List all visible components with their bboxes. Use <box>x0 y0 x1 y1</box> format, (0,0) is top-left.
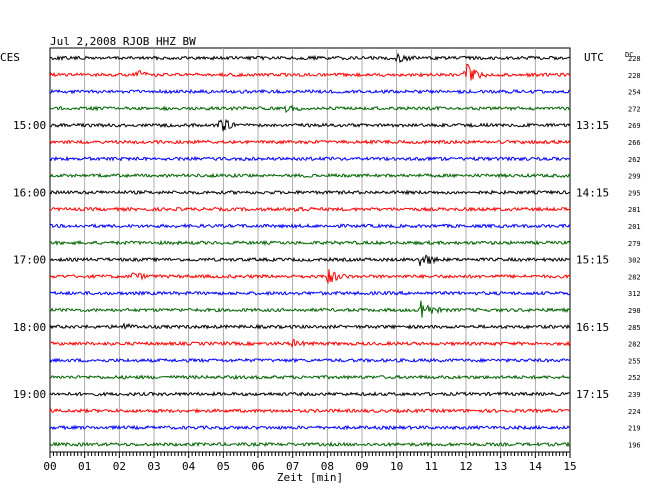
trace-line <box>49 407 571 414</box>
trace-line <box>49 424 571 431</box>
dc-value: 282 <box>628 273 641 281</box>
minute-gridlines <box>84 48 536 452</box>
trace-line <box>49 52 571 64</box>
x-tick-label: 03 <box>147 460 160 473</box>
cet-time-label: 15:00 <box>13 119 46 132</box>
x-tick-label: 05 <box>217 460 230 473</box>
trace-line <box>49 206 571 213</box>
trace-line <box>49 322 571 330</box>
chart-title: Jul 2,2008 RJOB HHZ BW <box>50 35 196 48</box>
trace-line <box>49 300 571 318</box>
cet-time-label: 17:00 <box>13 254 46 267</box>
dc-value: 279 <box>628 240 641 248</box>
trace-line <box>49 254 571 266</box>
dc-value: 239 <box>628 391 641 399</box>
x-tick-label: 11 <box>425 460 438 473</box>
dc-value: 255 <box>628 357 641 365</box>
cet-time-label: 18:00 <box>13 321 46 334</box>
dc-value: 299 <box>628 173 641 181</box>
dc-value: 312 <box>628 290 641 298</box>
trace-line <box>49 374 571 381</box>
x-axis: 00 01 02 03 04 05 06 07 08 09 10 11 12 13 14 15 <box>43 451 577 473</box>
x-tick-label: 10 <box>390 460 403 473</box>
dc-value: 269 <box>628 122 641 130</box>
trace-line <box>49 64 571 81</box>
right-axis-label: UTC <box>584 51 604 64</box>
dc-value: 282 <box>628 341 641 349</box>
dc-value: 196 <box>628 441 641 449</box>
x-tick-label: 06 <box>251 460 264 473</box>
trace-line <box>49 118 571 132</box>
cet-time-label: 19:00 <box>13 388 46 401</box>
trace-line <box>49 104 571 114</box>
cet-time-label: 16:00 <box>13 186 46 199</box>
trace-line <box>49 88 571 95</box>
dc-value: 281 <box>628 206 641 214</box>
dc-value: 272 <box>628 105 641 113</box>
dc-value: 285 <box>628 324 641 332</box>
dc-value: 266 <box>628 139 641 147</box>
dc-value: 201 <box>628 223 641 231</box>
x-tick-label: 15 <box>563 460 576 473</box>
x-tick-label: 02 <box>113 460 126 473</box>
dc-value: 302 <box>628 257 641 265</box>
trace-line <box>49 155 571 162</box>
left-axis-label: CES <box>0 51 20 64</box>
utc-time-label: 14:15 <box>576 186 609 199</box>
trace-line <box>49 239 571 247</box>
trace-line <box>49 172 571 179</box>
dc-value: 295 <box>628 189 641 197</box>
x-axis-label: Zeit [min] <box>277 471 343 484</box>
dc-value: 228 <box>628 55 641 63</box>
utc-time-label: 16:15 <box>576 321 609 334</box>
trace-line <box>49 223 571 230</box>
trace-line <box>49 338 571 349</box>
x-tick-label: 14 <box>529 460 543 473</box>
dc-value: 298 <box>628 307 641 315</box>
x-tick-label: 13 <box>494 460 507 473</box>
dc-value: 262 <box>628 156 641 164</box>
x-tick-label: 00 <box>43 460 56 473</box>
utc-time-label: 17:15 <box>576 388 609 401</box>
x-tick-label: 04 <box>182 460 196 473</box>
x-tick-label: 01 <box>78 460 91 473</box>
dc-value: 252 <box>628 374 641 382</box>
dc-value: 219 <box>628 425 641 433</box>
x-tick-label: 07 <box>286 460 299 473</box>
dc-value: 254 <box>628 89 641 97</box>
trace-line <box>49 269 571 285</box>
dc-header-label: DC <box>625 51 633 59</box>
trace-line <box>49 189 571 196</box>
trace-line <box>49 357 571 364</box>
x-tick-label: 08 <box>321 460 334 473</box>
trace-line <box>49 290 571 297</box>
utc-time-label: 15:15 <box>576 254 609 267</box>
trace-line <box>49 390 571 397</box>
x-tick-label: 09 <box>355 460 368 473</box>
utc-time-label: 13:15 <box>576 119 609 132</box>
trace-line <box>49 139 571 146</box>
x-tick-label: 12 <box>459 460 472 473</box>
trace-group: 228 228 254 272 269 15:00 13:15 266 262 299 295 16:… <box>13 52 641 449</box>
trace-line <box>49 441 571 448</box>
dc-value: 228 <box>628 72 641 80</box>
dc-value: 224 <box>628 408 641 416</box>
